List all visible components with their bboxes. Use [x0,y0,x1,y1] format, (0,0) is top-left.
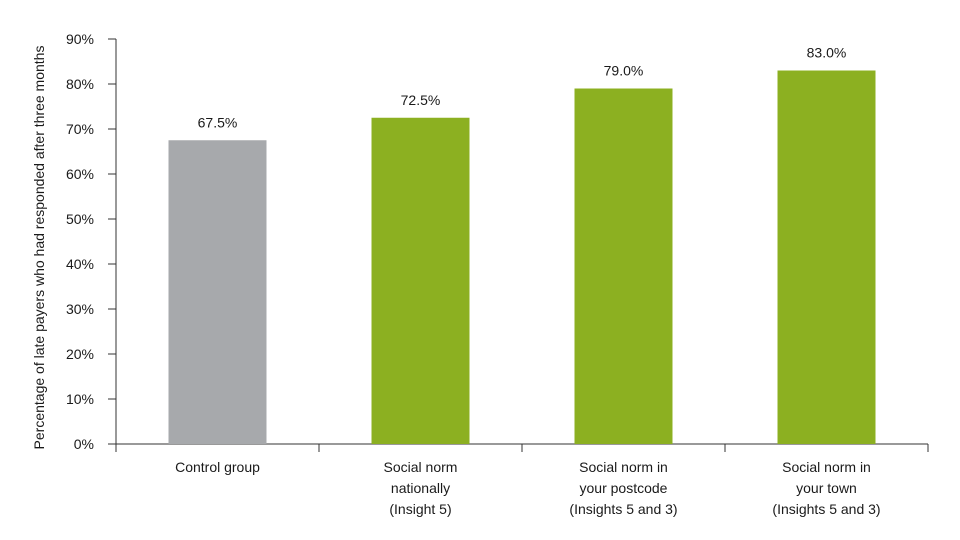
y-tick-label: 50% [66,211,94,227]
y-tick-label: 70% [66,121,94,137]
y-axis: 0% 10% 20% 30% 40% 50% 60% 70% 80% 90% [66,31,117,452]
x-category-label: Control group [175,459,260,475]
y-tick-label: 30% [66,301,94,317]
data-label: 67.5% [198,114,238,130]
y-tick-label: 0% [74,436,94,452]
y-axis-title: Percentage of late payers who had respon… [31,46,47,450]
bar [574,88,673,444]
y-tick-label: 10% [66,391,94,407]
bar [371,117,470,444]
bars-group [168,70,876,444]
x-category-label: Social norm nationally (Insight 5) [384,459,458,517]
x-category-label: Social norm in your postcode (Insights 5 a… [569,459,677,517]
x-category-label: Social norm in your town (Insights 5 and 3… [772,459,880,517]
y-tick-label: 20% [66,346,94,362]
data-labels-group: 67.5% 72.5% 79.0% 83.0% [198,45,847,131]
data-label: 83.0% [807,45,847,61]
y-tick-label: 90% [66,31,94,47]
data-label: 79.0% [604,63,644,79]
data-label: 72.5% [401,92,441,108]
bar [777,70,876,444]
x-axis: Control group Social norm nationally (Insig… [115,443,929,517]
y-tick-label: 40% [66,256,94,272]
y-tick-label: 60% [66,166,94,182]
bar [168,140,267,444]
y-tick-label: 80% [66,76,94,92]
